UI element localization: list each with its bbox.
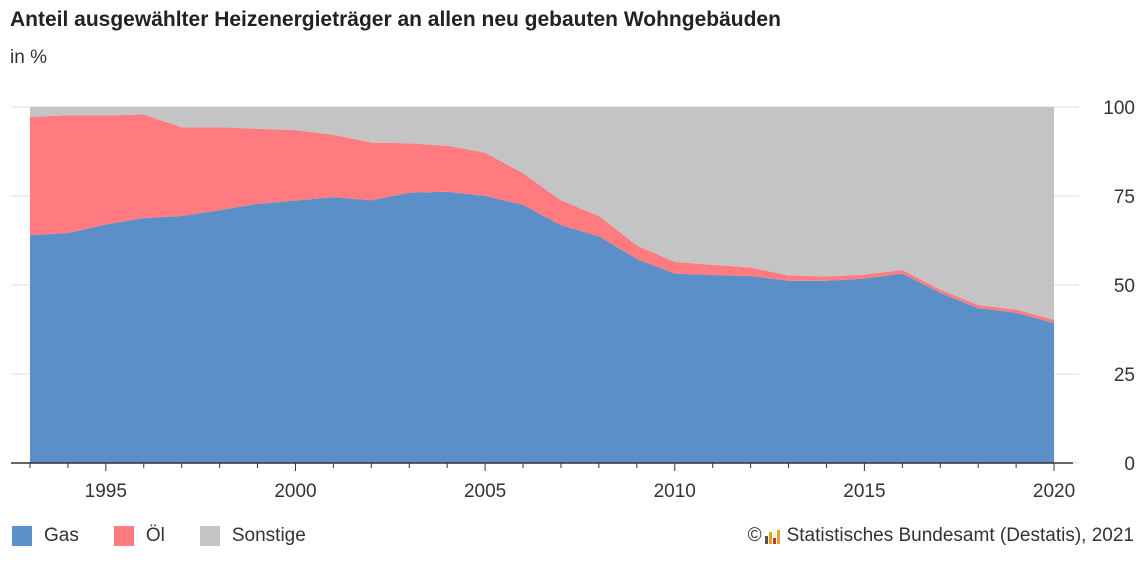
source-icons: ©: [748, 525, 781, 547]
legend-label-sonstige: Sonstige: [231, 525, 306, 546]
x-tick-label-2010: 2010: [654, 481, 696, 502]
area-series-2: [29, 107, 1055, 320]
legend-swatch-gas: [12, 526, 32, 546]
area-series-0: [29, 191, 1055, 464]
destatis-logo-icon: [764, 528, 781, 544]
legend-item-sonstige: Sonstige: [199, 525, 306, 547]
legend-item-oel: Öl: [113, 525, 165, 547]
y-tick-label-0: 0: [1124, 454, 1135, 475]
source-text: Statistisches Bundesamt (Destatis), 2021: [786, 525, 1134, 546]
chart-subtitle: in %: [10, 47, 47, 68]
area-series-group: [29, 107, 1055, 464]
y-tick-label-100: 100: [1103, 98, 1135, 119]
legend-swatch-sonstige: [199, 526, 220, 546]
legend-swatch-oel: [113, 526, 134, 546]
chart-title: Anteil ausgewählter Heizenergieträger an…: [10, 8, 781, 31]
legend-label-oel: Öl: [145, 525, 165, 546]
x-tick-label-2005: 2005: [464, 481, 506, 502]
copyright-icon: ©: [747, 525, 762, 546]
x-tick-label-2000: 2000: [274, 481, 316, 502]
area-chart: 0 25 50 75 100 1995 2000 2005 2010 2015 2020: [11, 98, 1135, 502]
y-tick-label-75: 75: [1114, 187, 1135, 208]
x-tick-label-2015: 2015: [843, 481, 885, 502]
y-tick-label-25: 25: [1114, 365, 1135, 386]
legend: Gas Öl Sonstige: [12, 525, 341, 547]
legend-label-gas: Gas: [44, 525, 79, 546]
x-tick-label-1995: 1995: [85, 481, 127, 502]
axes: 0 25 50 75 100 1995 2000 2005 2010 2015 2020: [11, 98, 1135, 502]
y-tick-label-50: 50: [1114, 276, 1135, 297]
source-credit: © Statistisches Bundesamt (Destatis), 20…: [748, 525, 1134, 547]
legend-item-gas: Gas: [12, 525, 79, 547]
x-tick-label-2020: 2020: [1033, 481, 1075, 502]
area-series-1: [29, 114, 1055, 324]
